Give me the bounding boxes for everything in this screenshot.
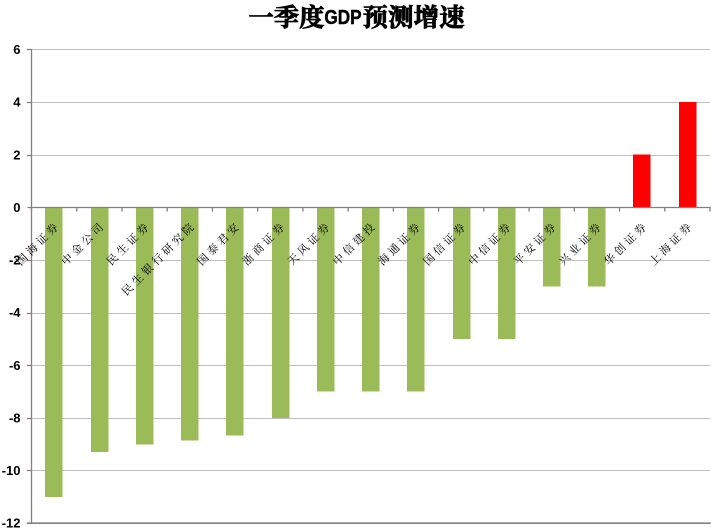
svg-text:-10: -10	[2, 463, 21, 478]
svg-text:4: 4	[13, 95, 21, 110]
svg-text:GDP: GDP	[324, 6, 361, 29]
svg-text:-4: -4	[9, 305, 21, 320]
svg-text:2: 2	[13, 147, 20, 162]
svg-text:-2: -2	[9, 253, 21, 268]
svg-text:-12: -12	[2, 516, 21, 531]
svg-text:6: 6	[13, 42, 20, 57]
svg-text:0: 0	[13, 200, 20, 215]
svg-text:-6: -6	[9, 358, 21, 373]
svg-text:-8: -8	[9, 410, 21, 425]
